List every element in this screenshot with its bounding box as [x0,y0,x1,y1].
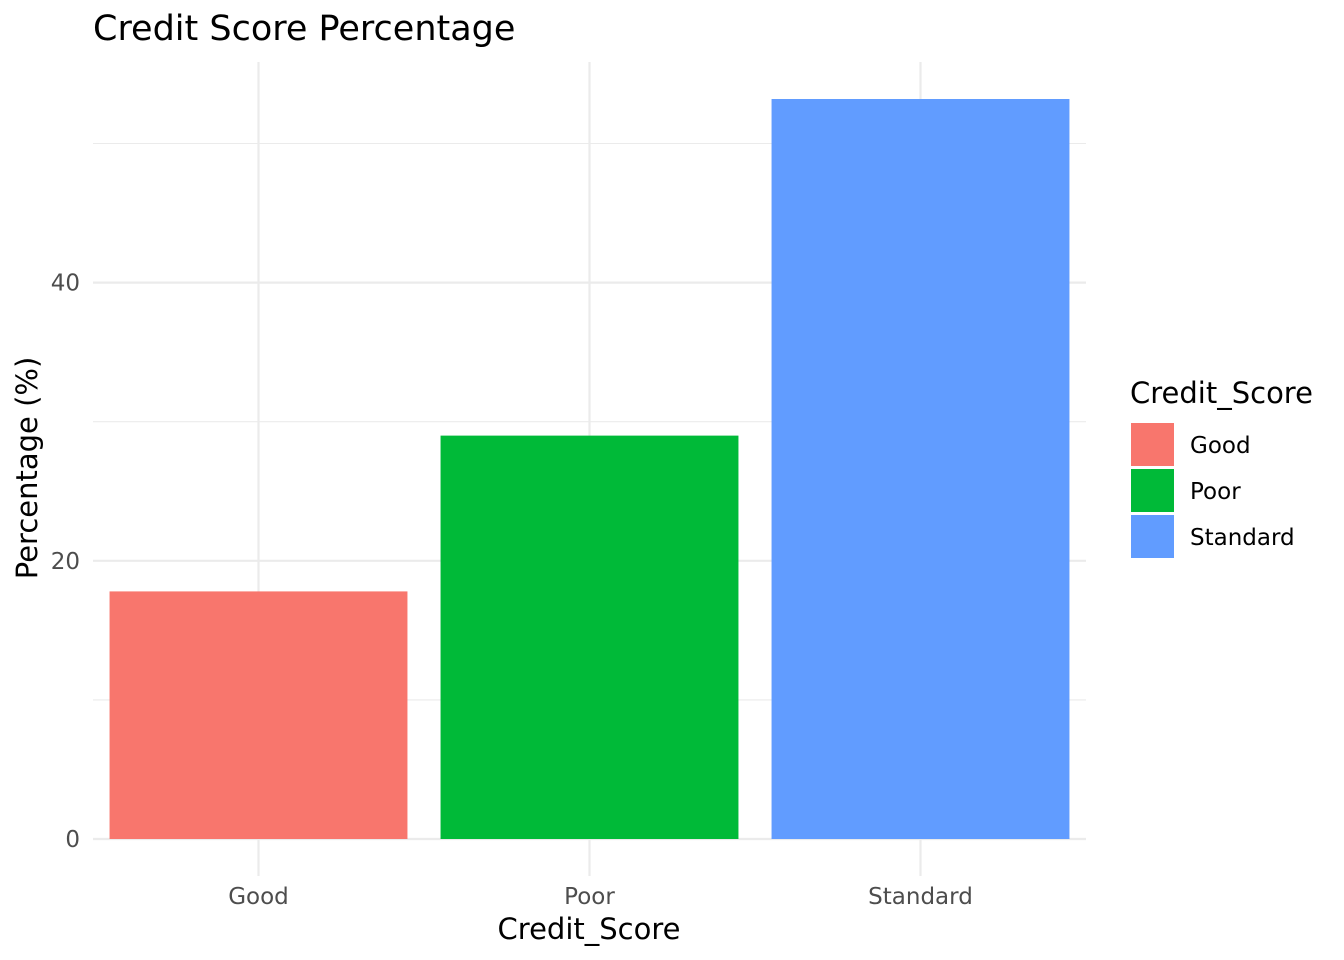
legend-title: Credit_Score [1130,376,1313,410]
bar-standard [771,99,1070,839]
legend-label-poor: Poor [1190,479,1241,505]
y-tick-label: 20 [51,549,80,575]
legend-label-standard: Standard [1190,525,1295,551]
legend-label-good: Good [1190,433,1251,459]
x-tick-label: Poor [564,884,615,910]
bars [109,99,1070,839]
legend: Credit_Score Good Poor Standard [1130,376,1313,558]
y-axis-title: Percentage (%) [10,357,44,580]
bar-poor [440,435,739,839]
legend-key-standard [1131,515,1174,558]
bar-good [109,591,408,839]
y-tick-label: 0 [65,827,80,853]
y-axis-ticks: 0 20 40 [51,271,80,853]
x-axis-title: Credit_Score [498,912,681,946]
y-tick-label: 40 [51,271,80,297]
legend-key-good [1131,423,1174,466]
chart-title: Credit Score Percentage [93,9,515,49]
x-tick-label: Good [228,884,289,910]
legend-key-poor [1131,469,1174,512]
x-tick-label: Standard [868,884,973,910]
x-axis-ticks: Good Poor Standard [228,884,973,910]
